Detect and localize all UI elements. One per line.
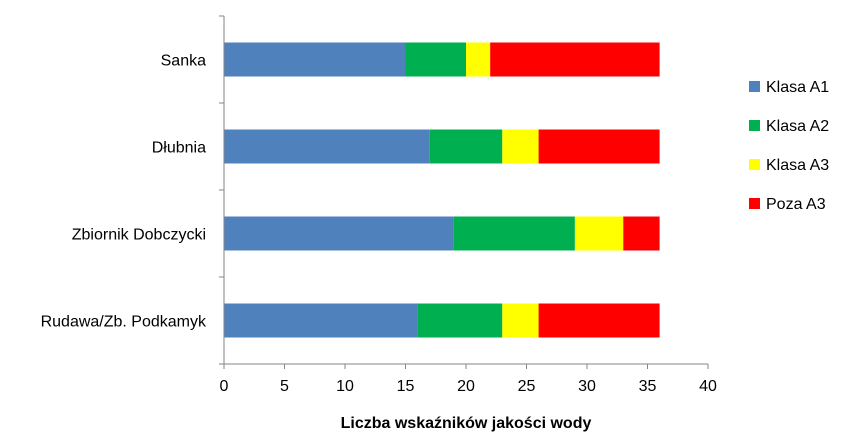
x-tick-label: 15	[397, 378, 415, 395]
bar-segment	[538, 303, 660, 338]
legend-swatch	[749, 81, 760, 92]
category-labels-group: Sanka Dłubnia Zbiornik Dobczycki Rudawa/Zb.…	[41, 53, 207, 331]
bar-segment	[429, 129, 503, 164]
legend-entry-label: Klasa A2	[766, 118, 829, 135]
bar-segment	[490, 42, 660, 77]
x-tick-label: 25	[518, 378, 536, 395]
bars-group	[224, 42, 660, 338]
bar-segment	[224, 303, 418, 338]
category-label: Sanka	[161, 53, 206, 70]
bar-segment	[453, 216, 575, 251]
x-tick-label: 40	[699, 378, 717, 395]
x-tick-label: 5	[280, 378, 289, 395]
bar-segment	[224, 42, 406, 77]
bar-segment	[502, 303, 539, 338]
x-tick-label: 35	[639, 378, 657, 395]
bar-segment	[623, 216, 660, 251]
legend-swatch	[749, 120, 760, 131]
bar-segment	[224, 216, 454, 251]
ticks-group: 0 5 10 15 20 25 30 35 40	[219, 15, 717, 395]
bar-segment	[405, 42, 466, 77]
legend-entry-label: Klasa A3	[766, 157, 829, 174]
x-axis-title: Liczba wskaźników jakości wody	[341, 415, 592, 432]
x-tick-label: 30	[578, 378, 596, 395]
legend: Klasa A1 Klasa A2 Klasa A3 Poza A3	[749, 79, 829, 213]
bar-segment	[502, 129, 539, 164]
legend-entry-label: Klasa A1	[766, 79, 829, 96]
category-label: Dłubnia	[152, 140, 206, 157]
bar-segment	[417, 303, 503, 338]
legend-entry-label: Poza A3	[766, 196, 826, 213]
legend-swatch	[749, 159, 760, 170]
x-tick-label: 10	[336, 378, 354, 395]
legend-swatch	[749, 198, 760, 209]
bar-segment	[466, 42, 491, 77]
x-tick-label: 0	[220, 378, 229, 395]
category-label: Zbiornik Dobczycki	[72, 227, 206, 244]
bar-segment	[538, 129, 660, 164]
x-tick-label: 20	[457, 378, 475, 395]
bar-segment	[224, 129, 430, 164]
category-label: Rudawa/Zb. Podkamyk	[41, 314, 207, 331]
bar-segment	[574, 216, 624, 251]
